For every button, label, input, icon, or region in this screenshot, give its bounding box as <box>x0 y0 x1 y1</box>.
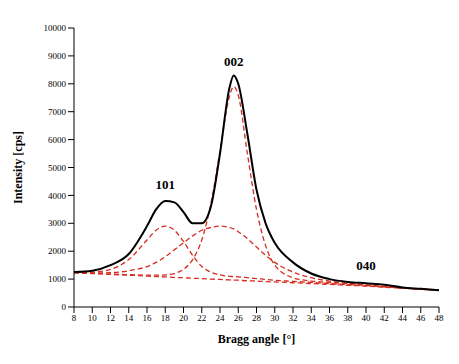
svg-text:7000: 7000 <box>48 107 67 117</box>
svg-text:32: 32 <box>289 313 298 323</box>
svg-text:46: 46 <box>416 313 426 323</box>
svg-text:26: 26 <box>234 313 244 323</box>
svg-text:4000: 4000 <box>48 191 67 201</box>
svg-text:0: 0 <box>62 302 67 312</box>
svg-text:16: 16 <box>143 313 153 323</box>
svg-text:24: 24 <box>216 313 226 323</box>
svg-text:2000: 2000 <box>48 246 67 256</box>
svg-text:28: 28 <box>252 313 262 323</box>
svg-text:22: 22 <box>197 313 206 323</box>
svg-text:30: 30 <box>270 313 280 323</box>
svg-text:9000: 9000 <box>48 51 67 61</box>
svg-text:040: 040 <box>356 258 376 273</box>
svg-text:18: 18 <box>161 313 171 323</box>
svg-text:34: 34 <box>307 313 317 323</box>
svg-text:10000: 10000 <box>44 23 67 33</box>
svg-text:20: 20 <box>179 313 189 323</box>
svg-text:48: 48 <box>435 313 445 323</box>
svg-text:12: 12 <box>106 313 115 323</box>
svg-text:14: 14 <box>124 313 134 323</box>
svg-text:8: 8 <box>72 313 77 323</box>
svg-text:3000: 3000 <box>48 218 67 228</box>
svg-text:36: 36 <box>325 313 335 323</box>
svg-text:1000: 1000 <box>48 274 67 284</box>
svg-text:101: 101 <box>156 177 176 192</box>
svg-text:6000: 6000 <box>48 135 67 145</box>
svg-text:002: 002 <box>224 54 244 69</box>
svg-text:44: 44 <box>398 313 408 323</box>
svg-text:8000: 8000 <box>48 79 67 89</box>
svg-text:42: 42 <box>380 313 389 323</box>
svg-text:38: 38 <box>343 313 353 323</box>
svg-text:5000: 5000 <box>48 163 67 173</box>
svg-text:Intensity [cps]: Intensity [cps] <box>11 131 25 204</box>
svg-text:10: 10 <box>88 313 98 323</box>
svg-text:40: 40 <box>362 313 372 323</box>
svg-text:Bragg angle [°]: Bragg angle [°] <box>218 332 295 346</box>
